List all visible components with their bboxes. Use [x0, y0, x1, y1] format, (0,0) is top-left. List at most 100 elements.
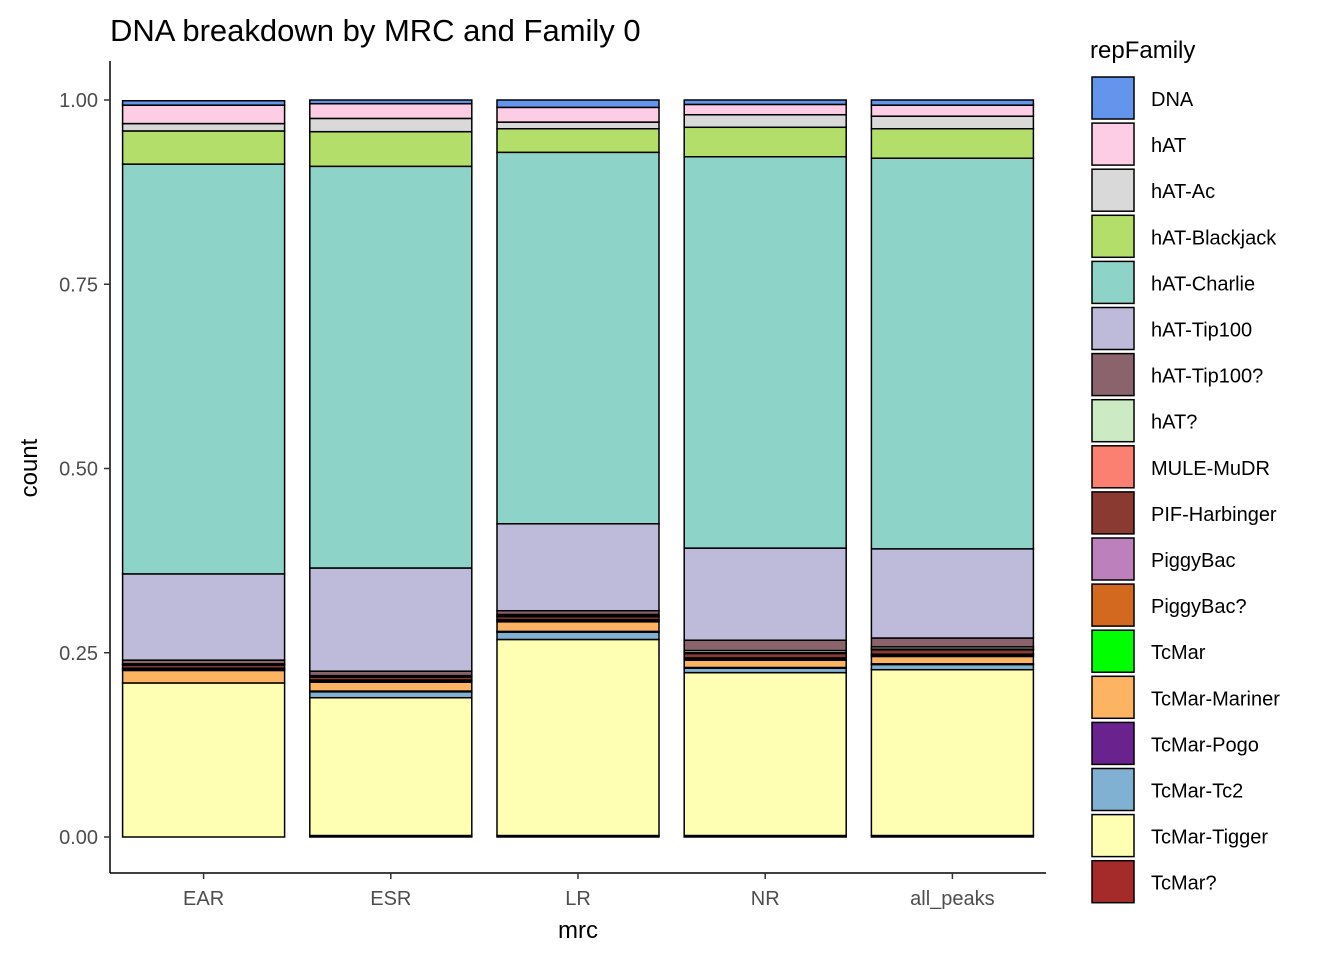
bar-segment [121, 130, 286, 165]
bar-segment [121, 669, 286, 684]
bar-segment [496, 631, 660, 641]
bar-segment [870, 663, 1035, 671]
legend-label: hAT-Blackjack [1151, 227, 1277, 249]
legend-label: TcMar-Tigger [1151, 827, 1268, 849]
bar-segment [870, 99, 1035, 106]
bar-segment [496, 121, 660, 130]
chart-title: DNA breakdown by MRC and Family 0 [110, 13, 641, 48]
legend-swatch [1091, 859, 1135, 904]
legend-label: hAT-Charlie [1151, 273, 1255, 295]
legend-label: TcMar-Tc2 [1151, 781, 1243, 803]
legend-label: TcMar? [1151, 873, 1217, 895]
bar-segment [683, 659, 847, 669]
legend-item: PiggyBac? [1091, 583, 1247, 627]
legend-swatch [1091, 675, 1135, 720]
bar-segment [309, 165, 473, 569]
legend-label: hAT-Tip100 [1151, 320, 1252, 342]
legend-item: TcMar-Pogo [1091, 721, 1259, 766]
legend-swatch [1091, 537, 1135, 581]
legend-item: TcMar-Mariner [1091, 675, 1280, 720]
legend-item: TcMar [1091, 629, 1206, 673]
bars-group [121, 99, 1035, 838]
y-tick-label: 0.00 [59, 827, 98, 849]
legend-swatch [1091, 168, 1135, 212]
legend-title: repFamily [1090, 37, 1195, 64]
bar-segment [309, 696, 473, 837]
bar-segment [496, 127, 660, 154]
bar-segment [683, 639, 847, 652]
legend-label: TcMar [1151, 642, 1206, 664]
bar-segment [683, 547, 847, 641]
legend-item: hAT? [1091, 398, 1197, 443]
x-tick-label: LR [565, 888, 591, 910]
legend-item: TcMar? [1091, 859, 1217, 904]
bar-segment [121, 682, 286, 838]
legend-item: hAT-Tip100 [1091, 306, 1252, 351]
legend-swatch [1091, 813, 1135, 858]
legend-swatch [1091, 398, 1135, 443]
bar-segment [309, 117, 473, 133]
bar-segment [870, 668, 1035, 837]
legend-label: DNA [1151, 89, 1194, 111]
y-tick-label: 0.50 [59, 459, 98, 481]
bar-segment [121, 163, 286, 575]
bar-segment [496, 106, 660, 123]
legend-label: hAT? [1151, 412, 1197, 434]
bar-segment [683, 103, 847, 116]
y-tick-label: 0.25 [59, 643, 98, 665]
bar-segment [683, 113, 847, 129]
bar-segment [496, 621, 660, 633]
legend-item: MULE-MuDR [1091, 445, 1270, 489]
legend-swatch [1091, 260, 1135, 305]
legend-item: PiggyBac [1091, 537, 1236, 581]
legend-item: TcMar-Tigger [1091, 813, 1268, 858]
legend-label: PIF-Harbinger [1151, 504, 1277, 526]
x-axis-title: mrc [558, 917, 598, 944]
legend-swatch [1091, 721, 1135, 766]
legend-label: TcMar-Mariner [1151, 688, 1280, 710]
bar-segment [683, 671, 847, 837]
bar-segment [496, 99, 660, 109]
bar-segment [121, 104, 286, 125]
bar-segment [683, 99, 847, 106]
legend-swatch [1091, 491, 1135, 535]
bar-segment [309, 691, 473, 699]
legend-item: hAT-Blackjack [1091, 214, 1277, 259]
legend-label: hAT [1151, 135, 1186, 157]
bar-segment [496, 638, 660, 837]
bar-segment [870, 127, 1035, 159]
legend-label: PiggyBac [1151, 550, 1236, 572]
legend-item: TcMar-Tc2 [1091, 767, 1243, 812]
bar-segment [309, 102, 473, 120]
legend-swatch [1091, 122, 1135, 166]
legend-swatch [1091, 76, 1135, 120]
bar-segment [870, 548, 1035, 639]
legend-item: hAT-Ac [1091, 168, 1215, 212]
bar-segment [121, 99, 286, 106]
bar-segment [870, 637, 1035, 648]
legend-label: TcMar-Pogo [1151, 734, 1259, 756]
legend-item: DNA [1091, 76, 1194, 120]
legend-swatch [1091, 445, 1135, 489]
bar-segment [870, 104, 1035, 117]
bar-segment [309, 99, 473, 105]
legend-item: hAT [1091, 122, 1186, 166]
x-tick-label: all_peaks [910, 888, 995, 910]
y-ticks-group: 0.00 0.25 0.50 0.75 1.00 [59, 90, 110, 849]
bar-segment [121, 122, 286, 132]
legend: DNA hAT hAT-Ac hAT-Blackjack hAT-Charlie hAT-… [1091, 76, 1280, 904]
bar-segment [496, 523, 660, 612]
legend-item: PIF-Harbinger [1091, 491, 1277, 535]
bar-segment [309, 681, 473, 692]
bar-segment [496, 151, 660, 525]
x-ticks-group: EAR ESR LR NR all_peaks [183, 873, 995, 910]
bar-segment [870, 157, 1035, 550]
legend-label: hAT-Tip100? [1151, 366, 1263, 388]
y-tick-label: 1.00 [59, 90, 98, 112]
bar-segment [309, 567, 473, 672]
y-tick-label: 0.75 [59, 274, 98, 296]
legend-item: hAT-Charlie [1091, 260, 1255, 305]
bar-segment [870, 115, 1035, 130]
legend-swatch [1091, 583, 1135, 627]
